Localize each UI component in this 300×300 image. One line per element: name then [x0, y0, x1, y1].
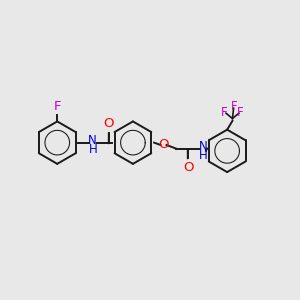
Text: O: O	[183, 161, 194, 174]
Text: F: F	[231, 100, 237, 112]
Text: F: F	[53, 100, 61, 113]
Text: F: F	[221, 106, 227, 118]
Text: O: O	[103, 117, 114, 130]
Text: H: H	[199, 148, 207, 161]
Text: N: N	[199, 140, 208, 153]
Text: F: F	[236, 106, 243, 118]
Text: H: H	[89, 142, 98, 156]
Text: O: O	[158, 139, 169, 152]
Text: N: N	[88, 134, 97, 147]
